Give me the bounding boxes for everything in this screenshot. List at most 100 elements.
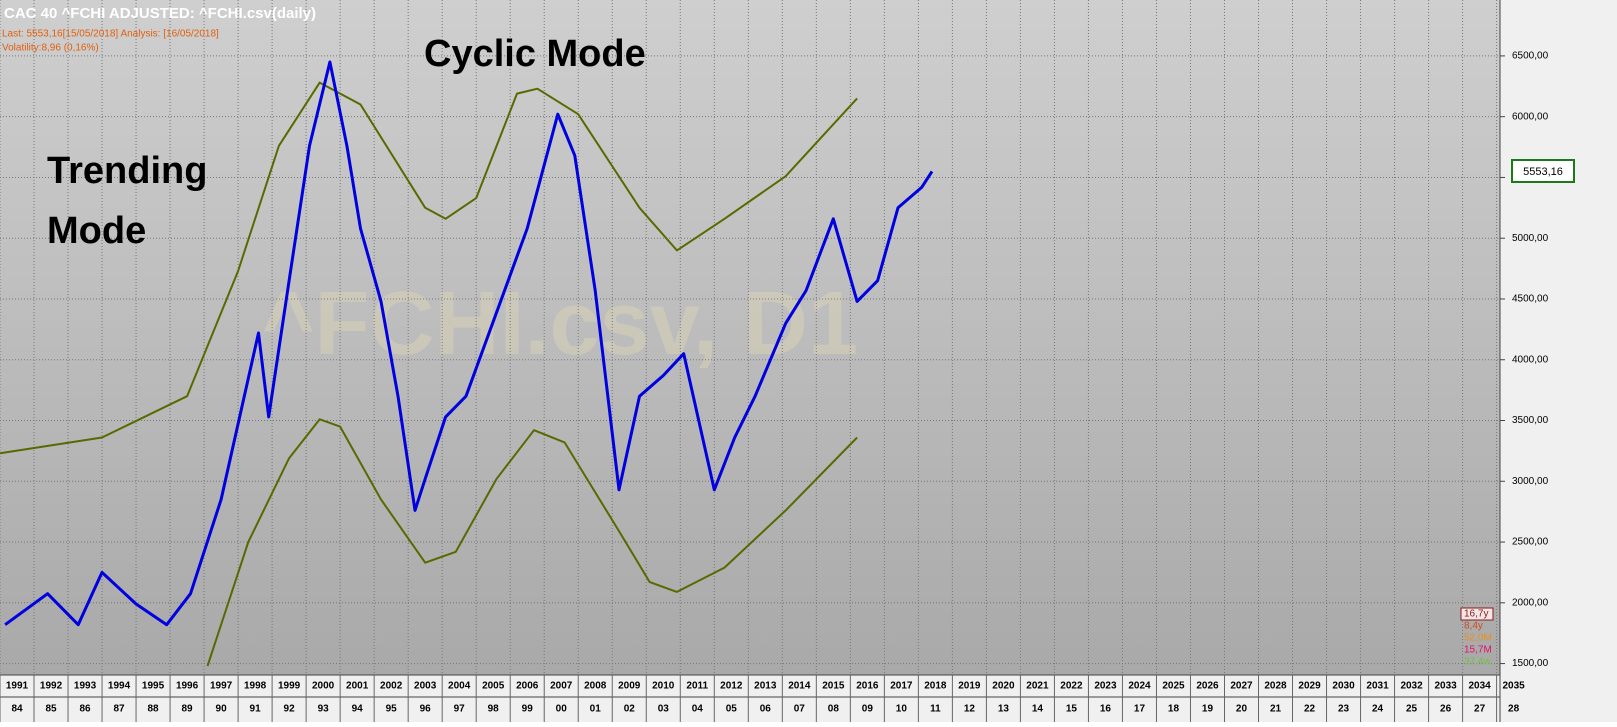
x-tick-label: 1991 (6, 681, 29, 692)
x-sub-label: 15 (1066, 704, 1078, 715)
x-tick-label: 2013 (754, 681, 777, 692)
x-sub-label: 17 (1134, 704, 1146, 715)
x-tick-label: 2026 (1196, 681, 1219, 692)
annotation: Cyclic Mode (424, 33, 646, 75)
x-sub-label: 02 (624, 704, 636, 715)
x-tick-label: 2004 (448, 681, 471, 692)
cycle-label: 15,7M (1464, 645, 1492, 656)
x-sub-label: 84 (11, 704, 23, 715)
y-tick-label: 2000,00 (1512, 597, 1549, 608)
x-tick-label: 2001 (346, 681, 369, 692)
x-sub-label: 90 (216, 704, 228, 715)
x-sub-label: 28 (1508, 704, 1520, 715)
last-price-box (1511, 159, 1575, 183)
x-tick-label: 2031 (1366, 681, 1389, 692)
y-tick-label: 4500,00 (1512, 294, 1549, 305)
x-tick-label: 2020 (992, 681, 1015, 692)
x-sub-label: 86 (79, 704, 91, 715)
plot-background (0, 0, 1500, 675)
info-line: Last: 5553,16[15/05/2018] Analysis: [16/… (2, 29, 219, 40)
x-sub-label: 85 (45, 704, 57, 715)
x-sub-label: 05 (726, 704, 738, 715)
cycle-label: 8,4y (1464, 621, 1483, 632)
x-sub-label: 14 (1032, 704, 1044, 715)
x-tick-label: 1994 (108, 681, 131, 692)
y-tick-label: 6000,00 (1512, 111, 1549, 122)
x-tick-label: 2009 (618, 681, 641, 692)
x-sub-label: 10 (896, 704, 908, 715)
x-tick-label: 2029 (1298, 681, 1321, 692)
cycle-label: 16,7y (1464, 609, 1488, 620)
x-tick-label: 1993 (74, 681, 97, 692)
x-sub-label: 20 (1236, 704, 1248, 715)
x-sub-label: 92 (284, 704, 296, 715)
x-sub-label: 12 (964, 704, 976, 715)
x-tick-label: 2022 (1060, 681, 1083, 692)
x-tick-label: 2014 (788, 681, 811, 692)
x-tick-label: 2030 (1332, 681, 1355, 692)
cycle-box (1460, 607, 1494, 621)
x-sub-label: 91 (250, 704, 262, 715)
y-tick-label: 2500,00 (1512, 537, 1549, 548)
y-tick-label: 1500,00 (1512, 658, 1549, 669)
x-sub-label: 08 (828, 704, 840, 715)
x-sub-label: 13 (998, 704, 1010, 715)
x-tick-label: 2005 (482, 681, 505, 692)
x-sub-label: 94 (352, 704, 364, 715)
x-tick-label: 1995 (142, 681, 165, 692)
x-tick-label: 2019 (958, 681, 981, 692)
x-tick-label: 2018 (924, 681, 947, 692)
series-line (206, 418, 858, 667)
x-tick-label: 1992 (40, 681, 63, 692)
x-sub-label: 07 (794, 704, 806, 715)
x-tick-label: 2027 (1230, 681, 1253, 692)
x-sub-label: 00 (556, 704, 568, 715)
x-sub-label: 25 (1406, 704, 1418, 715)
x-sub-label: 89 (182, 704, 194, 715)
x-sub-label: 96 (420, 704, 432, 715)
x-tick-label: 2000 (312, 681, 335, 692)
x-tick-label: 2033 (1434, 681, 1457, 692)
x-tick-label: 2011 (686, 681, 708, 692)
x-sub-label: 26 (1440, 704, 1452, 715)
y-tick-label: 5000,00 (1512, 233, 1549, 244)
cycle-legend: 16,7y 8,4y 52,0M 15,7M 37,4w (1460, 607, 1494, 668)
x-sub-label: 19 (1202, 704, 1214, 715)
x-tick-label: 2008 (584, 681, 607, 692)
x-tick-label: 2015 (822, 681, 845, 692)
x-sub-label: 09 (862, 704, 874, 715)
y-tick-label: 3000,00 (1512, 476, 1549, 487)
x-tick-label: 2024 (1128, 681, 1151, 692)
x-tick-label: 2028 (1264, 681, 1287, 692)
x-sub-label: 04 (692, 704, 704, 715)
y-tick-label: 3500,00 (1512, 415, 1549, 426)
y-tick-label: 6500,00 (1512, 51, 1549, 62)
x-axis-panel (0, 675, 1500, 722)
chart-title: CAC 40 ^FCHI ADJUSTED: ^FCHI.csv(daily) (4, 5, 316, 22)
x-tick-label: 2034 (1468, 681, 1491, 692)
x-tick-label: 2035 (1502, 681, 1525, 692)
watermark: ^FCHI.csv, D1 (262, 274, 858, 374)
y-tick-label: 4000,00 (1512, 354, 1549, 365)
x-tick-label: 2003 (414, 681, 437, 692)
x-sub-label: 18 (1168, 704, 1180, 715)
x-tick-label: 2012 (720, 681, 743, 692)
x-tick-label: 2017 (890, 681, 913, 692)
x-sub-label: 11 (930, 704, 941, 715)
x-sub-label: 99 (522, 704, 534, 715)
cycle-label: 52,0M (1464, 633, 1492, 644)
x-sub-label: 21 (1270, 704, 1282, 715)
x-sub-label: 95 (386, 704, 398, 715)
x-sub-label: 88 (147, 704, 159, 715)
x-tick-label: 2021 (1026, 681, 1049, 692)
x-sub-label: 24 (1372, 704, 1384, 715)
x-sub-label: 23 (1338, 704, 1350, 715)
x-sub-label: 87 (113, 704, 125, 715)
annotation: Trending (47, 150, 207, 192)
x-sub-label: 03 (658, 704, 670, 715)
volatility-line: Volatility:8,96 (0,16%) (2, 43, 99, 54)
x-tick-label: 1997 (210, 681, 233, 692)
x-sub-label: 06 (760, 704, 772, 715)
series-line (4, 60, 934, 627)
